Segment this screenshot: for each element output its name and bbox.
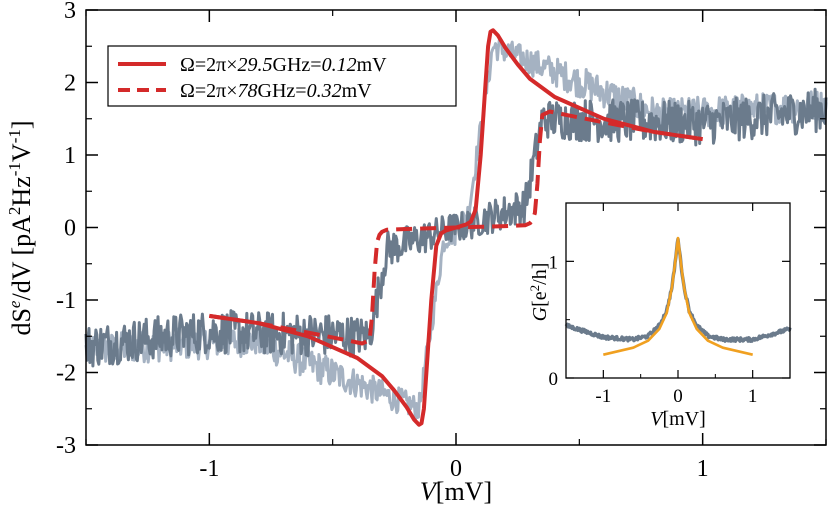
theory-curve-dashed xyxy=(209,109,703,346)
inset-x-tick-label: 1 xyxy=(748,386,758,407)
noise-trace-dark xyxy=(84,87,828,368)
inset-x-tick-label: -1 xyxy=(595,386,611,407)
theory-curves xyxy=(209,28,703,427)
x-tick-label: 1 xyxy=(697,456,709,482)
inset-curves xyxy=(564,236,792,356)
y-axis-title: dSe/dV [pA2Hz-1V-1] xyxy=(5,120,36,335)
legend-box xyxy=(107,45,457,107)
legend-label-solid: Ω=2π×29.5GHz=0.12mV xyxy=(180,54,387,76)
inset-x-axis-title: V[mV] xyxy=(650,408,706,430)
inset-y-tick-label: 1 xyxy=(549,252,559,273)
inset-background xyxy=(566,203,790,378)
y-tick-label: -3 xyxy=(56,433,76,459)
measured-noise-traces xyxy=(84,37,828,421)
y-tick-label: 2 xyxy=(64,71,76,97)
y-tick-label: 0 xyxy=(64,216,76,242)
legend: Ω=2π×29.5GHz=0.12mV Ω=2π×78GHz=0.32mV xyxy=(107,45,457,107)
inset-x-tick-label: 0 xyxy=(673,386,683,407)
inset-y-tick-label: 0 xyxy=(549,369,559,390)
inset-conductance-plot: -1 0 1 1 0 V[mV] G[e2/h] xyxy=(527,202,792,430)
main-axis-ticks: -1 0 1 3 2 1 0 -1 -2 -3 xyxy=(56,0,827,482)
x-tick-label: -1 xyxy=(199,456,219,482)
y-tick-label: 1 xyxy=(64,143,76,169)
y-tick-label: 3 xyxy=(64,0,76,24)
y-tick-label: -2 xyxy=(56,361,76,387)
x-tick-label: 0 xyxy=(450,456,462,482)
inset-axis-ticks: -1 0 1 1 0 xyxy=(549,203,791,407)
inset-fit-curve xyxy=(603,236,753,356)
inset-y-axis-title: G[e2/h] xyxy=(527,263,551,322)
legend-label-dashed: Ω=2π×78GHz=0.32mV xyxy=(180,80,372,102)
x-axis-title: V[mV] xyxy=(420,477,492,506)
y-tick-label: -1 xyxy=(56,288,76,314)
